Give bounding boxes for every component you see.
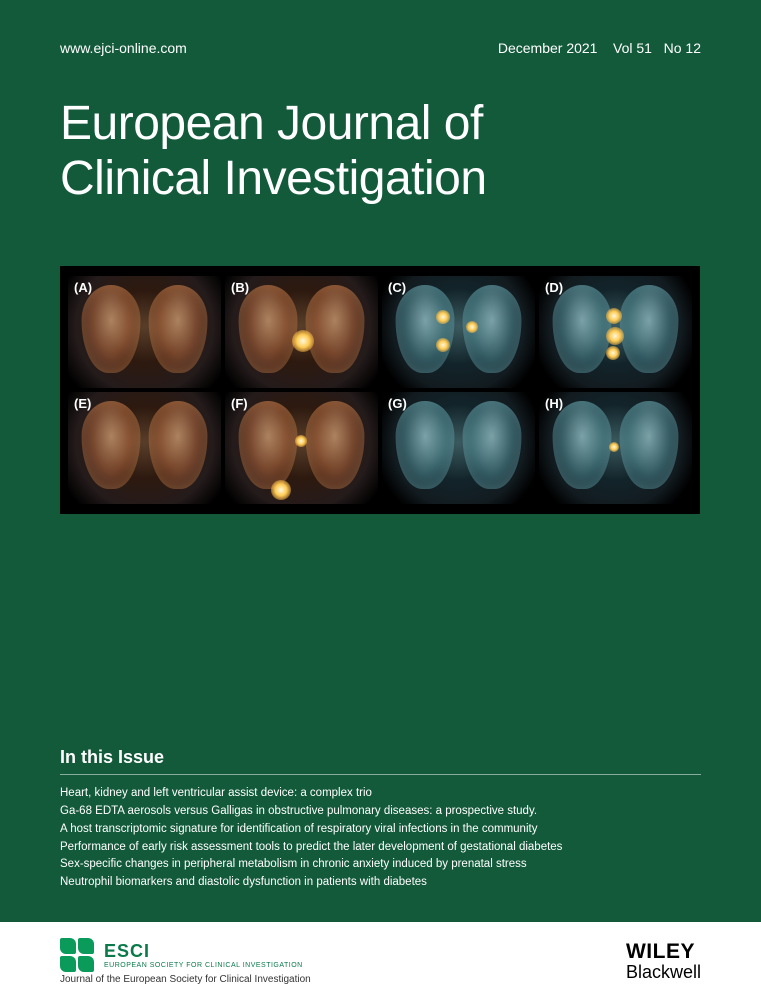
panel-f: (F): [225, 392, 378, 504]
esci-logo-icon: [60, 938, 94, 972]
panel-g: (G): [382, 392, 535, 504]
esci-block: ESCI EUROPEAN SOCIETY FOR CLINICAL INVES…: [60, 938, 311, 985]
panel-label: (H): [545, 396, 563, 411]
issue-item: Performance of early risk assessment too…: [60, 839, 701, 857]
panel-label: (G): [388, 396, 407, 411]
panel-h: (H): [539, 392, 692, 504]
issue-date: December 2021: [498, 40, 598, 56]
title-line-2: Clinical Investigation: [60, 152, 487, 205]
volume: Vol 51: [613, 40, 652, 56]
title-line-1: European Journal of: [60, 97, 483, 150]
panel-label: (E): [74, 396, 91, 411]
number: No 12: [664, 40, 701, 56]
esci-abbrev: ESCI: [104, 941, 303, 962]
esci-tagline: EUROPEAN SOCIETY FOR CLINICAL INVESTIGAT…: [104, 962, 303, 969]
issue-item: Sex-specific changes in peripheral metab…: [60, 856, 701, 874]
in-this-issue: In this Issue Heart, kidney and left ven…: [60, 747, 701, 892]
panel-c: (C): [382, 276, 535, 388]
issue-item: A host transcriptomic signature for iden…: [60, 821, 701, 839]
footer: ESCI EUROPEAN SOCIETY FOR CLINICAL INVES…: [0, 922, 761, 1000]
panel-label: (A): [74, 280, 92, 295]
panel-label: (D): [545, 280, 563, 295]
panel-a: (A): [68, 276, 221, 388]
issue-item: Ga-68 EDTA aerosols versus Galligas in o…: [60, 803, 701, 821]
panel-d: (D): [539, 276, 692, 388]
panel-label: (F): [231, 396, 248, 411]
publisher-imprint: Blackwell: [626, 963, 701, 982]
journal-title: European Journal of Clinical Investigati…: [60, 96, 701, 206]
journal-cover: www.ejci-online.com December 2021 Vol 51…: [0, 0, 761, 922]
issue-item: Heart, kidney and left ventricular assis…: [60, 785, 701, 803]
issue-list: Heart, kidney and left ventricular assis…: [60, 785, 701, 892]
website-url: www.ejci-online.com: [60, 40, 187, 56]
panel-label: (B): [231, 280, 249, 295]
publisher-block: WILEY Blackwell: [626, 941, 701, 982]
issue-item: Neutrophil biomarkers and diastolic dysf…: [60, 874, 701, 892]
issue-info: December 2021 Vol 51 No 12: [498, 40, 701, 56]
panel-e: (E): [68, 392, 221, 504]
panel-label: (C): [388, 280, 406, 295]
figure-grid: (A) (B) (C) (D) (E) (F): [60, 266, 700, 514]
publisher-name: WILEY: [626, 941, 701, 963]
panel-b: (B): [225, 276, 378, 388]
issue-heading: In this Issue: [60, 747, 701, 775]
esci-subtitle: Journal of the European Society for Clin…: [60, 974, 311, 985]
header-row: www.ejci-online.com December 2021 Vol 51…: [60, 40, 701, 56]
